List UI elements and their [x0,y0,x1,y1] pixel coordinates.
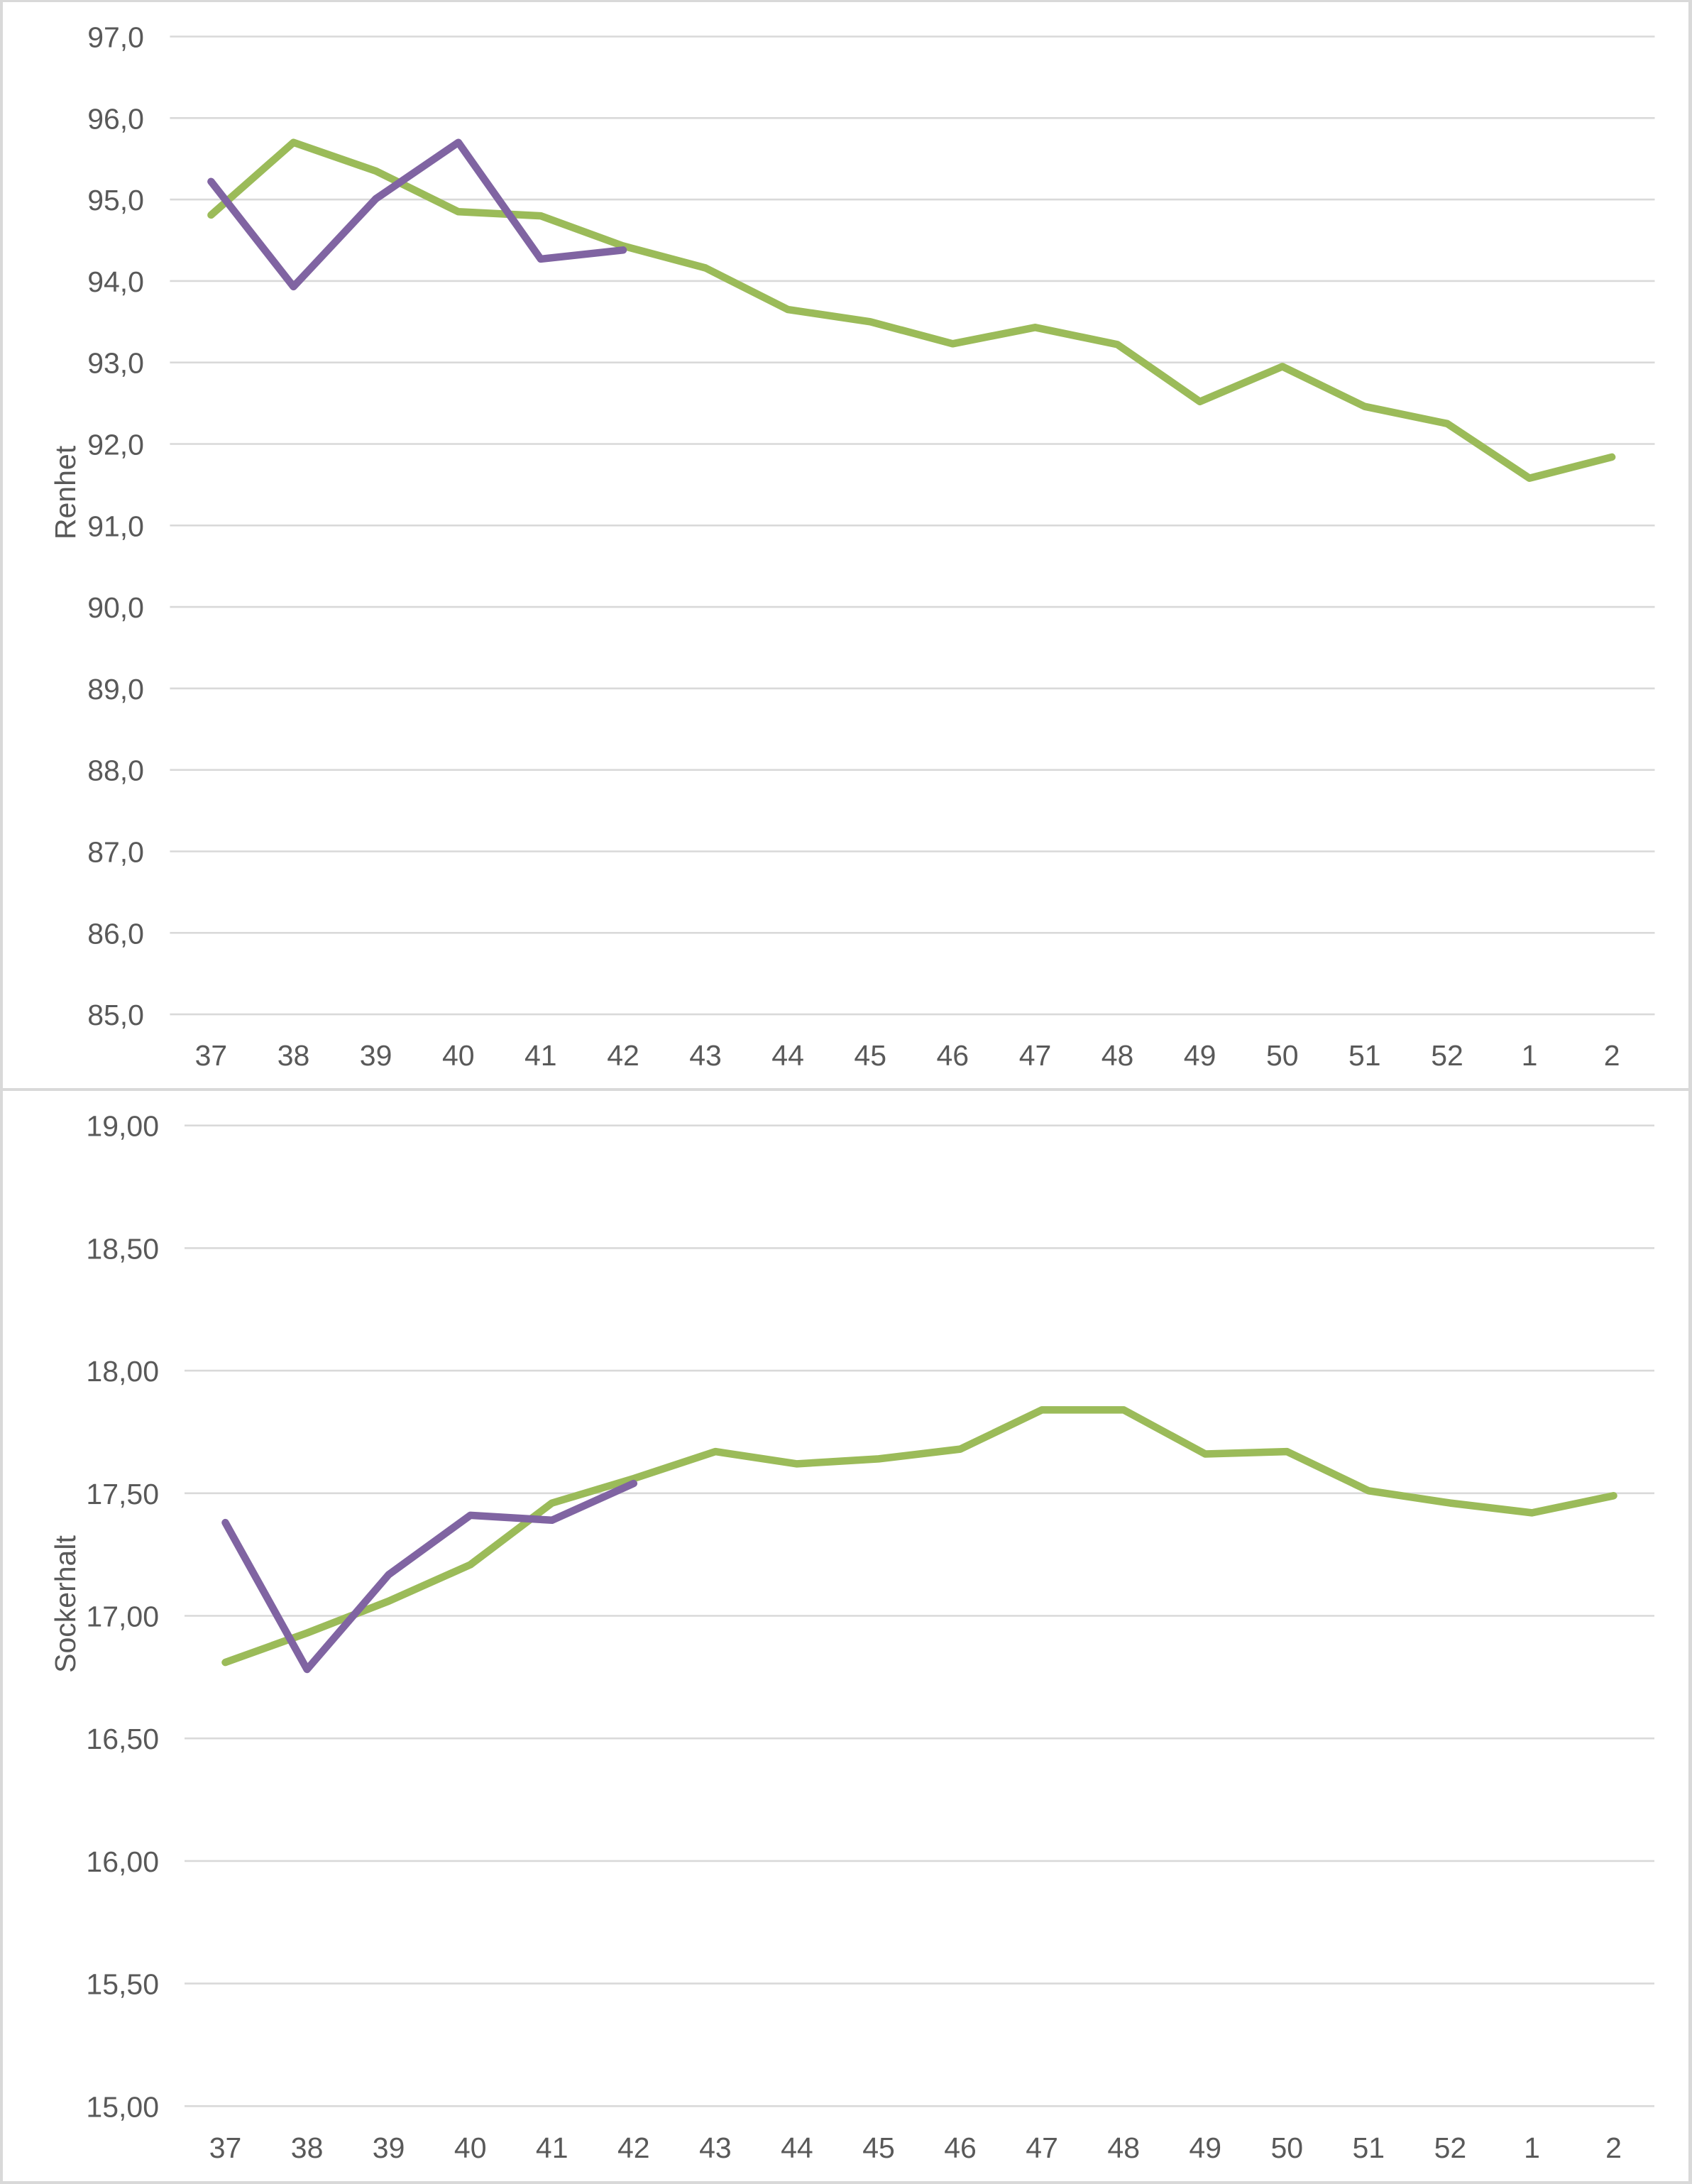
svg-text:41: 41 [536,2131,568,2164]
svg-text:43: 43 [699,2131,732,2164]
svg-text:49: 49 [1184,1039,1216,1072]
svg-text:52: 52 [1431,1039,1463,1072]
svg-text:45: 45 [854,1039,886,1072]
svg-text:19,00: 19,00 [86,1110,159,1143]
svg-text:42: 42 [617,2131,650,2164]
svg-text:2: 2 [1604,1039,1620,1072]
svg-text:46: 46 [944,2131,977,2164]
svg-text:40: 40 [442,1039,475,1072]
svg-text:50: 50 [1270,2131,1303,2164]
svg-text:50: 50 [1266,1039,1299,1072]
svg-text:87,0: 87,0 [87,836,144,869]
svg-text:16,00: 16,00 [86,1845,159,1878]
svg-text:Renhet: Renhet [49,445,82,539]
svg-text:18,00: 18,00 [86,1355,159,1388]
svg-text:37: 37 [209,2131,242,2164]
svg-text:17,00: 17,00 [86,1601,159,1633]
svg-text:47: 47 [1026,2131,1058,2164]
svg-text:1: 1 [1524,2131,1540,2164]
svg-text:51: 51 [1348,1039,1381,1072]
svg-text:37: 37 [195,1039,228,1072]
svg-text:89,0: 89,0 [87,673,144,706]
svg-text:39: 39 [360,1039,392,1072]
svg-text:48: 48 [1107,2131,1140,2164]
svg-text:93,0: 93,0 [87,347,144,380]
svg-text:46: 46 [936,1039,969,1072]
svg-text:18,50: 18,50 [86,1232,159,1265]
svg-text:95,0: 95,0 [87,184,144,216]
svg-text:91,0: 91,0 [87,510,144,542]
svg-text:38: 38 [278,1039,310,1072]
svg-text:45: 45 [862,2131,895,2164]
svg-text:44: 44 [781,2131,813,2164]
svg-text:47: 47 [1019,1039,1052,1072]
svg-text:94,0: 94,0 [87,265,144,298]
svg-text:90,0: 90,0 [87,591,144,624]
svg-text:48: 48 [1102,1039,1134,1072]
svg-text:51: 51 [1352,2131,1385,2164]
svg-text:92,0: 92,0 [87,429,144,461]
svg-text:1: 1 [1522,1039,1538,1072]
svg-text:96,0: 96,0 [87,102,144,135]
svg-text:2: 2 [1605,2131,1622,2164]
svg-text:43: 43 [689,1039,722,1072]
svg-text:86,0: 86,0 [87,917,144,950]
svg-text:44: 44 [771,1039,804,1072]
svg-text:97,0: 97,0 [87,21,144,54]
svg-text:17,50: 17,50 [86,1478,159,1510]
svg-text:Sockerhalt: Sockerhalt [49,1535,82,1673]
svg-text:42: 42 [607,1039,639,1072]
svg-text:85,0: 85,0 [87,999,144,1031]
svg-text:52: 52 [1434,2131,1467,2164]
svg-text:15,00: 15,00 [86,2090,159,2123]
svg-text:41: 41 [524,1039,557,1072]
svg-text:16,50: 16,50 [86,1723,159,1755]
svg-text:38: 38 [291,2131,324,2164]
svg-text:40: 40 [454,2131,487,2164]
svg-text:15,50: 15,50 [86,1968,159,2001]
svg-text:88,0: 88,0 [87,754,144,787]
svg-text:39: 39 [373,2131,405,2164]
svg-text:49: 49 [1189,2131,1221,2164]
